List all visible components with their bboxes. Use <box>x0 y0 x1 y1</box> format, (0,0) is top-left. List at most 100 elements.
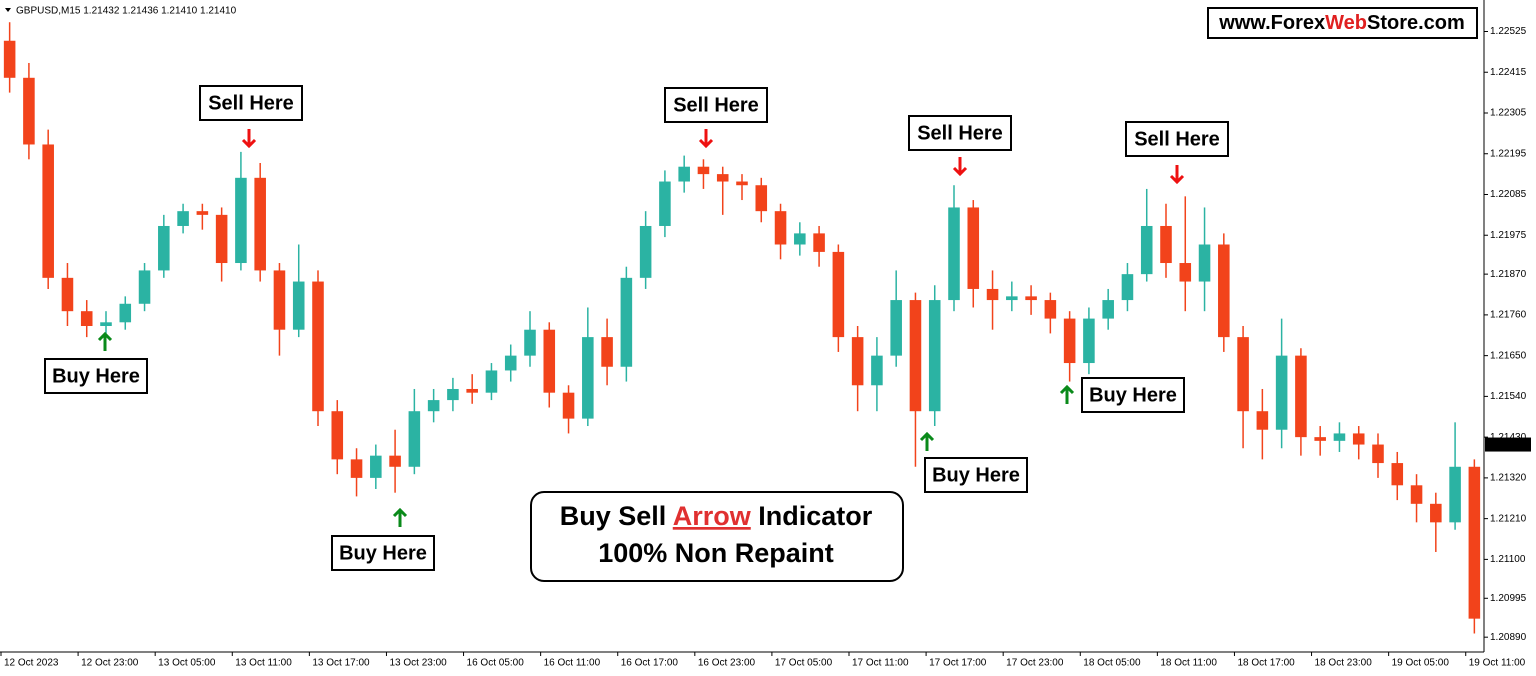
watermark-part: www.Forex <box>1218 12 1325 34</box>
y-tick-label: 1.21320 <box>1490 473 1527 484</box>
annotation: Buy Here <box>52 365 140 387</box>
x-tick-label: 19 Oct 11:00 <box>1469 658 1526 669</box>
candle-body <box>331 411 344 460</box>
candle-body <box>485 370 498 393</box>
x-tick-label: 17 Oct 17:00 <box>929 658 987 669</box>
x-tick-label: 17 Oct 11:00 <box>852 658 909 669</box>
headline: 100% Non Repaint <box>598 538 834 568</box>
menu-triangle <box>5 8 11 12</box>
candle-body <box>273 270 286 330</box>
candle-body <box>524 329 536 356</box>
candle-body <box>1083 318 1095 364</box>
y-tick-label: 1.21870 <box>1490 269 1527 280</box>
candle-body <box>370 455 382 478</box>
watermark-box <box>1207 7 1478 39</box>
annotation: Buy Here <box>1089 384 1177 406</box>
sell-arrow <box>952 157 968 177</box>
candle-body <box>3 40 16 78</box>
watermark-part: Store.com <box>1367 12 1465 34</box>
candle-body <box>350 459 363 478</box>
x-tick-label: 13 Oct 17:00 <box>312 658 370 669</box>
candle-body <box>851 337 864 386</box>
x-tick-label: 16 Oct 05:00 <box>467 658 525 669</box>
candle-body <box>543 329 556 393</box>
y-tick-label: 1.20890 <box>1490 632 1527 643</box>
annotation-box <box>924 457 1028 493</box>
price-label: 1.21410 <box>1489 439 1526 450</box>
candle-body <box>408 411 421 467</box>
candle-body <box>871 355 883 386</box>
candle-body <box>986 288 999 301</box>
x-tick-label: 18 Oct 11:00 <box>1160 658 1217 669</box>
y-tick-label: 1.22305 <box>1490 108 1527 119</box>
candle-body <box>504 355 517 371</box>
x-tick-label: 13 Oct 05:00 <box>158 658 216 669</box>
candle-body <box>235 177 247 264</box>
candle-body <box>1410 485 1423 504</box>
buy-arrow <box>1059 384 1075 404</box>
candle-body <box>736 181 748 186</box>
x-tick-label: 13 Oct 23:00 <box>389 658 447 669</box>
sell-arrow <box>1169 165 1185 185</box>
candle-body <box>601 337 613 367</box>
candle-body <box>447 388 459 401</box>
y-tick-label: 1.20995 <box>1490 593 1527 604</box>
plot-area <box>3 22 1481 634</box>
candle-body <box>928 300 941 412</box>
candle-body <box>1314 437 1326 441</box>
candle-body <box>292 281 305 330</box>
candle-body <box>1275 355 1288 430</box>
candle-body <box>1006 296 1018 301</box>
candle-body <box>1160 225 1172 264</box>
candle-body <box>196 211 209 215</box>
buy-arrow <box>919 431 935 451</box>
candle-body <box>755 185 768 212</box>
x-tick-label: 18 Oct 05:00 <box>1083 658 1141 669</box>
candle-body <box>659 181 671 226</box>
y-tick-label: 1.21210 <box>1490 513 1527 524</box>
sell-arrow <box>241 129 257 149</box>
watermark: www.ForexWebStore.com <box>1218 12 1465 34</box>
candle-body <box>1449 466 1461 523</box>
x-tick-label: 13 Oct 11:00 <box>235 658 292 669</box>
candle-body <box>620 277 633 367</box>
candle-body <box>1179 263 1192 282</box>
candle-body <box>1140 225 1153 275</box>
y-tick-label: 1.22195 <box>1490 148 1527 159</box>
candle-body <box>466 388 478 393</box>
candle-body <box>1391 463 1404 486</box>
candle-body <box>1198 244 1211 282</box>
annotation-box <box>199 85 303 121</box>
headline-part: Indicator <box>751 501 873 531</box>
candle-body <box>1044 300 1057 319</box>
candle-body <box>61 277 74 312</box>
candle-body <box>1063 318 1076 364</box>
annotation-box <box>664 87 768 123</box>
candle-body <box>1102 300 1114 319</box>
candle-body <box>1333 433 1346 441</box>
candle-body <box>967 207 980 289</box>
candle-body <box>813 233 825 252</box>
annotation: Sell Here <box>917 122 1003 144</box>
annotation-box <box>331 535 435 571</box>
candle-body <box>948 207 960 301</box>
candle-body <box>909 300 922 412</box>
candle-body <box>794 233 806 245</box>
y-tick-label: 1.22415 <box>1490 67 1527 78</box>
y-tick-label: 1.22525 <box>1490 26 1527 37</box>
candle-body <box>312 281 324 412</box>
y-tick-label: 1.21650 <box>1490 350 1527 361</box>
candle-body <box>119 303 132 323</box>
x-tick-label: 16 Oct 11:00 <box>544 658 601 669</box>
headline-part: Buy Sell <box>560 501 673 531</box>
annotation: Sell Here <box>673 94 759 116</box>
candle-body <box>158 225 170 271</box>
annotation-box <box>1081 377 1185 413</box>
candle-body <box>177 211 189 226</box>
y-tick-label: 1.21540 <box>1490 391 1527 402</box>
candle-body <box>890 300 902 356</box>
buy-arrow <box>392 507 408 527</box>
candle-body <box>562 392 575 419</box>
headline: Buy Sell Arrow Indicator <box>560 501 873 531</box>
candle-body <box>697 166 710 175</box>
